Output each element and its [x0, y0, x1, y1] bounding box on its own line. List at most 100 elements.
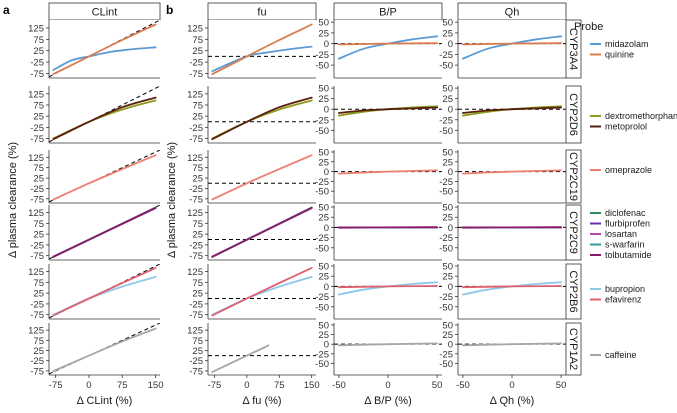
legend-label-flurbiprofen: flurbiprofen: [605, 219, 650, 229]
y-tick-label: -50: [439, 302, 453, 313]
y-tick-label: -75: [30, 251, 44, 262]
y-axis-title-a: Δ plasma clearance (%): [7, 142, 19, 258]
y-tick-label: 0: [448, 223, 453, 234]
y-tick-label: -75: [30, 194, 44, 205]
y-tick-label: 75: [192, 163, 203, 174]
y-tick-label: 75: [192, 336, 203, 347]
y-tick-label: 75: [33, 336, 44, 347]
panel-plot-area: [49, 150, 160, 203]
y-tick-label: 25: [442, 94, 453, 105]
series-line-efavirenz: [52, 267, 157, 317]
strip-label: fu: [257, 7, 266, 19]
legend-label-midazolam: midazolam: [605, 39, 649, 49]
panel-background: [458, 323, 566, 375]
y-tick-label: 50: [318, 262, 329, 273]
y-tick-label: -25: [189, 123, 203, 134]
y-tick-label: 50: [442, 262, 453, 273]
legend-label-efavirenz: efavirenz: [605, 295, 642, 305]
panel-plot-area: [49, 20, 160, 78]
y-tick-label: -25: [189, 58, 203, 69]
strip-label: B/P: [379, 7, 397, 19]
panel-plot-area: [334, 35, 442, 60]
y-tick-label: 125: [187, 326, 203, 337]
y-tick-label: 0: [324, 39, 329, 50]
y-tick-label: 0: [324, 340, 329, 351]
y-tick-label: 125: [28, 208, 44, 219]
y-tick-label: -50: [315, 126, 329, 137]
panel-plot-area: [208, 96, 316, 141]
y-tick-label: -50: [315, 187, 329, 198]
y-tick-label: -25: [315, 292, 329, 303]
y-tick-label: 25: [442, 330, 453, 341]
y-tick-label: 0: [448, 282, 453, 293]
series-line-caffeine: [338, 342, 438, 347]
panel-background: [458, 205, 566, 260]
y-tick-label: 0: [324, 105, 329, 116]
panel-plot-area: [208, 23, 316, 75]
y-tick-label: -25: [439, 292, 453, 303]
y-tick-label: 25: [192, 346, 203, 357]
y-tick-label: -25: [315, 349, 329, 360]
panel-background: [334, 323, 442, 375]
panel-background: [334, 20, 442, 78]
y-tick-label: 0: [448, 167, 453, 178]
y-tick-label: 25: [318, 157, 329, 168]
panel-letter-b: b: [166, 3, 173, 17]
y-tick-label: 50: [318, 320, 329, 331]
y-tick-label: 0: [324, 282, 329, 293]
x-axis-title: Δ Qh (%): [490, 395, 535, 407]
x-tick-label: 75: [274, 380, 285, 391]
y-tick-label: -25: [30, 299, 44, 310]
row-strip-cyp2c19-box: [565, 149, 582, 204]
series-line-omeprazole: [211, 154, 313, 201]
y-tick-label: -25: [189, 299, 203, 310]
panel-plot-area: [334, 105, 442, 117]
panel-plot-area: [208, 154, 316, 201]
y-tick-label: 125: [187, 89, 203, 100]
y-tick-label: 50: [318, 18, 329, 29]
y-tick-label: -25: [439, 177, 453, 188]
y-tick-label: 125: [28, 153, 44, 164]
legend-label-caffeine: caffeine: [605, 350, 636, 360]
y-tick-label: -25: [189, 356, 203, 367]
y-tick-label: -25: [189, 184, 203, 195]
panel-plot-area: [334, 281, 442, 296]
y-tick-label: -25: [315, 50, 329, 61]
x-tick-label: 150: [148, 380, 164, 391]
y-tick-label: -25: [439, 50, 453, 61]
y-tick-label: -50: [439, 126, 453, 137]
y-tick-label: 50: [442, 203, 453, 214]
y-tick-label: -50: [315, 243, 329, 254]
strip-label: Qh: [505, 7, 520, 19]
y-tick-label: 50: [442, 147, 453, 158]
legend-title: Probe: [574, 21, 603, 33]
panel-plot-area: [334, 226, 442, 229]
y-tick-label: 25: [318, 213, 329, 224]
x-tick-label: 150: [304, 380, 320, 391]
series-line-tolbutamide: [52, 206, 157, 258]
row-strip-cyp1a2-box: [565, 322, 582, 376]
series-line-efavirenz: [338, 285, 438, 289]
row-strip-label: CYP1A2: [567, 328, 579, 370]
x-axis-title: Δ CLint (%): [77, 395, 133, 407]
y-tick-label: 0: [448, 39, 453, 50]
x-axis-title: Δ B/P (%): [364, 395, 412, 407]
panel-plot-area: [49, 264, 160, 319]
y-tick-label: -25: [315, 115, 329, 126]
row-strip-label: CYP3A4: [567, 28, 579, 70]
row-strip-cyp2c9-box: [565, 204, 582, 261]
y-tick-label: 50: [442, 84, 453, 95]
row-strip-label: CYP2B6: [567, 270, 579, 312]
y-tick-label: 25: [442, 213, 453, 224]
y-tick-label: 25: [192, 112, 203, 123]
row-strip-label: CYP2D6: [567, 93, 579, 136]
y-tick-label: -75: [189, 134, 203, 145]
series-line-quinine: [338, 42, 438, 46]
row-strip-cyp3a4-box: [565, 19, 582, 79]
x-tick-label: 50: [432, 380, 443, 391]
y-tick-label: 25: [318, 94, 329, 105]
x-tick-label: 0: [385, 380, 390, 391]
series-line-omeprazole: [462, 169, 562, 175]
